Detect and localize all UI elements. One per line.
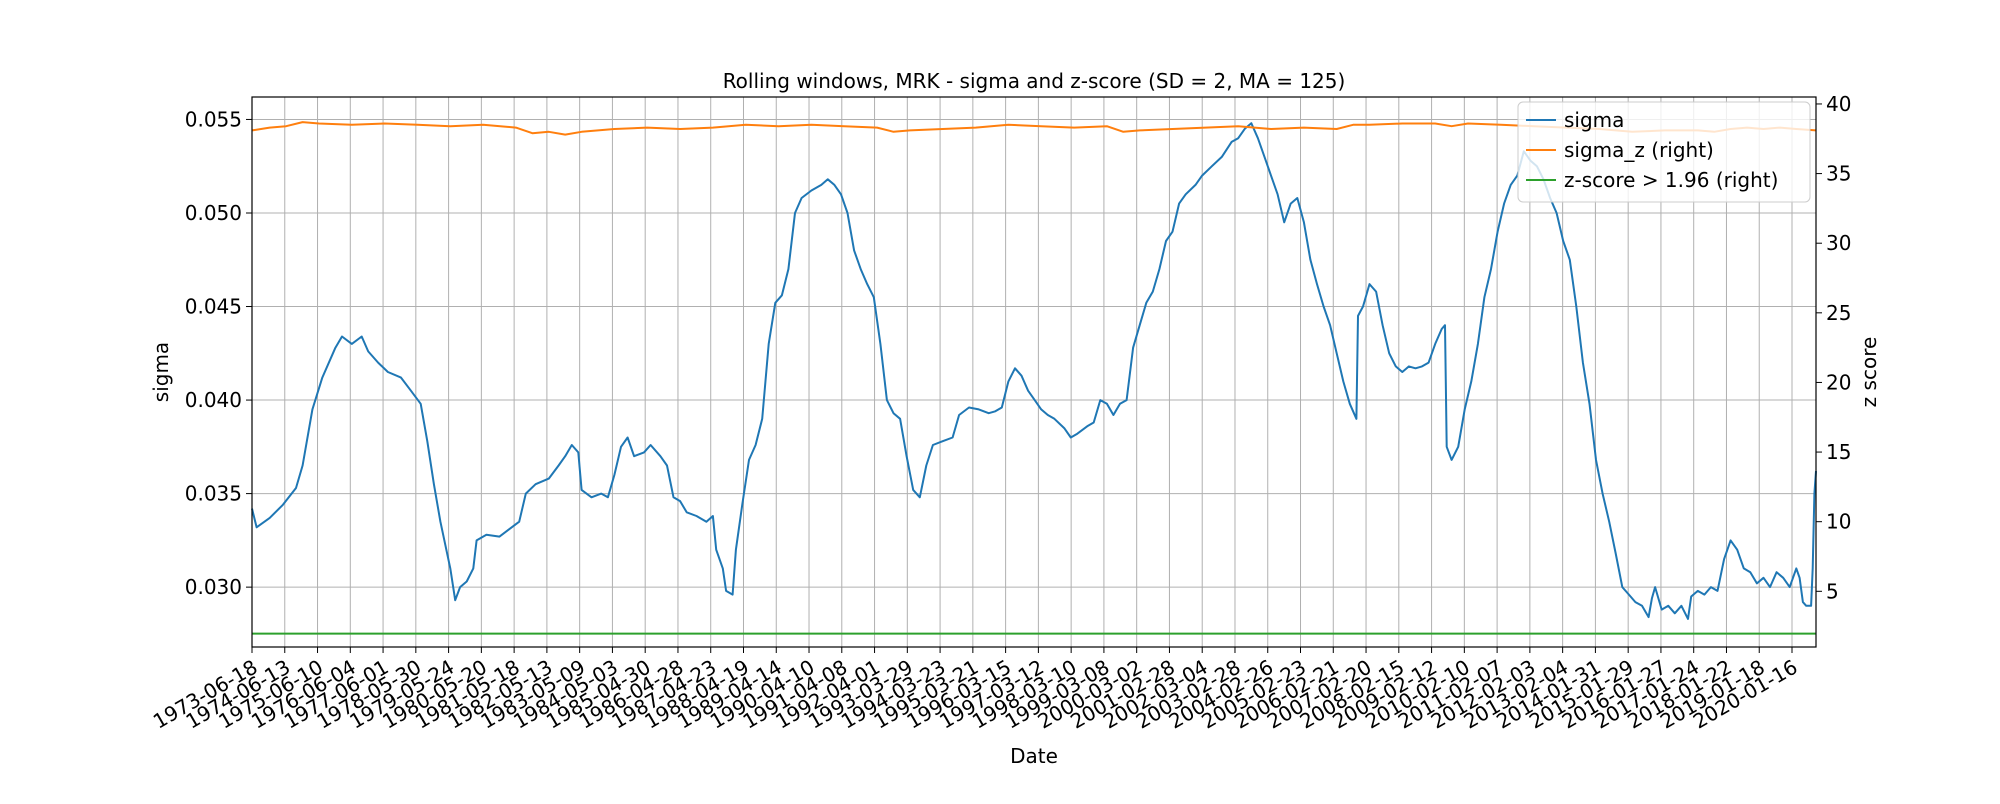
- y-axis-label: sigma: [149, 342, 173, 402]
- y-tick-label-right: 15: [1826, 440, 1851, 464]
- legend: sigma sigma_z (right) z-score > 1.96 (righ…: [1517, 101, 1811, 203]
- y-tick-label-right: 20: [1826, 370, 1851, 394]
- legend-label: sigma_z (right): [1564, 138, 1714, 162]
- legend-box: [1517, 101, 1811, 203]
- y-tick-label-right: 10: [1826, 510, 1851, 534]
- legend-label: sigma: [1564, 108, 1624, 132]
- y-tick-label-left: 0.045: [185, 295, 242, 319]
- legend-label: z-score > 1.96 (right): [1564, 168, 1778, 192]
- y-axis-label-right: z score: [1857, 337, 1881, 408]
- y-tick-label-right: 25: [1826, 301, 1851, 325]
- axis-layer: 1973-06-181974-06-131975-06-101976-06-04…: [149, 92, 1852, 734]
- y-tick-label-left: 0.050: [185, 201, 242, 225]
- y-tick-label-left: 0.035: [185, 482, 242, 506]
- plot-frame: [251, 96, 1817, 648]
- y-tick-label-right: 5: [1826, 579, 1839, 603]
- series-line-sigma: [251, 122, 1817, 620]
- y-tick-label-right: 40: [1826, 92, 1851, 116]
- y-tick-label-left: 0.040: [185, 388, 242, 412]
- x-axis-label: Date: [1010, 744, 1058, 768]
- y-tick-label-left: 0.055: [185, 107, 242, 131]
- y-tick-label-right: 35: [1826, 162, 1851, 186]
- chart-title: Rolling windows, MRK - sigma and z-score…: [723, 69, 1346, 93]
- y-tick-label-left: 0.030: [185, 575, 242, 599]
- y-tick-label-right: 30: [1826, 231, 1851, 255]
